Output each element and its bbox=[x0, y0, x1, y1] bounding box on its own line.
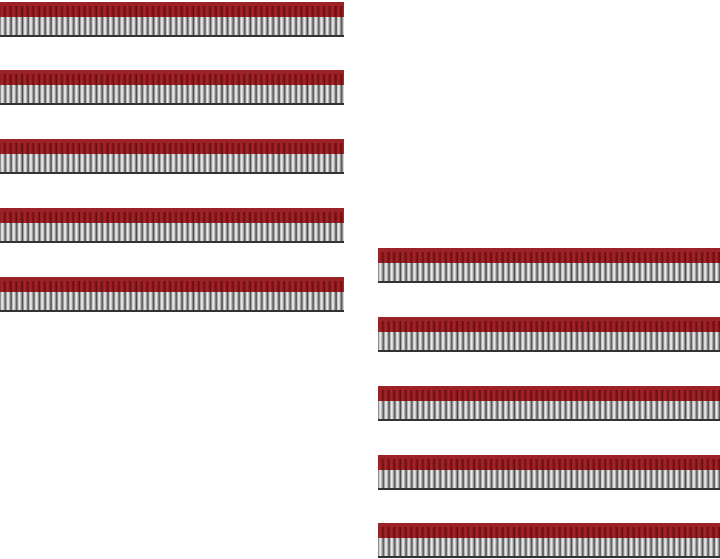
ferrule-strip bbox=[0, 277, 344, 312]
ferrule-strip bbox=[378, 455, 720, 490]
ferrule-strip bbox=[378, 317, 720, 352]
ferrule-strip bbox=[378, 523, 720, 558]
ferrule-strip bbox=[0, 2, 344, 37]
ferrule-strip bbox=[378, 386, 720, 421]
ferrule-strip bbox=[0, 139, 344, 174]
ferrule-strip bbox=[0, 70, 344, 105]
ferrule-strip bbox=[0, 208, 344, 243]
ferrule-strip bbox=[378, 248, 720, 283]
